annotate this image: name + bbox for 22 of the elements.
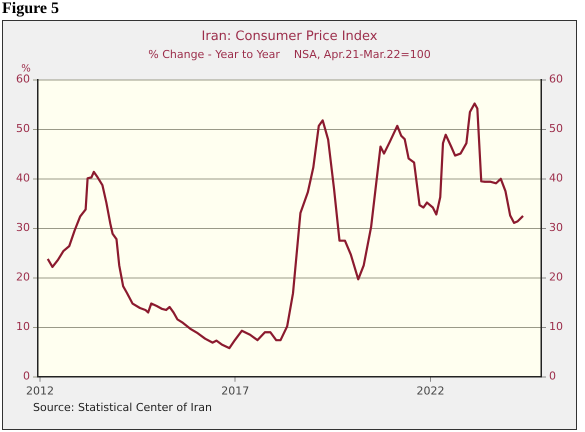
y2-tick-label: 20 <box>549 270 564 284</box>
y2-tick-label: 30 <box>549 221 564 234</box>
chart-title: Iran: Consumer Price Index <box>202 29 378 44</box>
y-tick-label: 10 <box>16 320 30 334</box>
x-tick-label: 2022 <box>416 384 444 398</box>
y-tick-label: 30 <box>16 221 30 234</box>
y2-tick-label: 60 <box>549 72 564 86</box>
caption: Figure 5 <box>1 0 60 19</box>
y2-tick-label: 50 <box>549 122 564 136</box>
chart-subtitle: % Change - Year to Year NSA, Apr.21-Mar.22=100 <box>148 48 431 62</box>
y-tick-label: 60 <box>16 72 30 86</box>
y2-tick-label: 10 <box>549 320 564 334</box>
y-tick-label: 50 <box>16 122 30 136</box>
x-tick-label: 2017 <box>221 384 250 398</box>
y-axis-title: % <box>21 63 31 74</box>
source-note: Source: Statistical Center of Iran <box>32 401 213 414</box>
y-tick-label: 40 <box>16 172 30 185</box>
y2-tick-label: 40 <box>549 172 564 185</box>
x-tick-label: 2012 <box>26 384 54 398</box>
y-tick-label: 0 <box>22 370 30 383</box>
y2-tick-label: 0 <box>549 370 556 383</box>
y-tick-label: 20 <box>16 270 30 284</box>
